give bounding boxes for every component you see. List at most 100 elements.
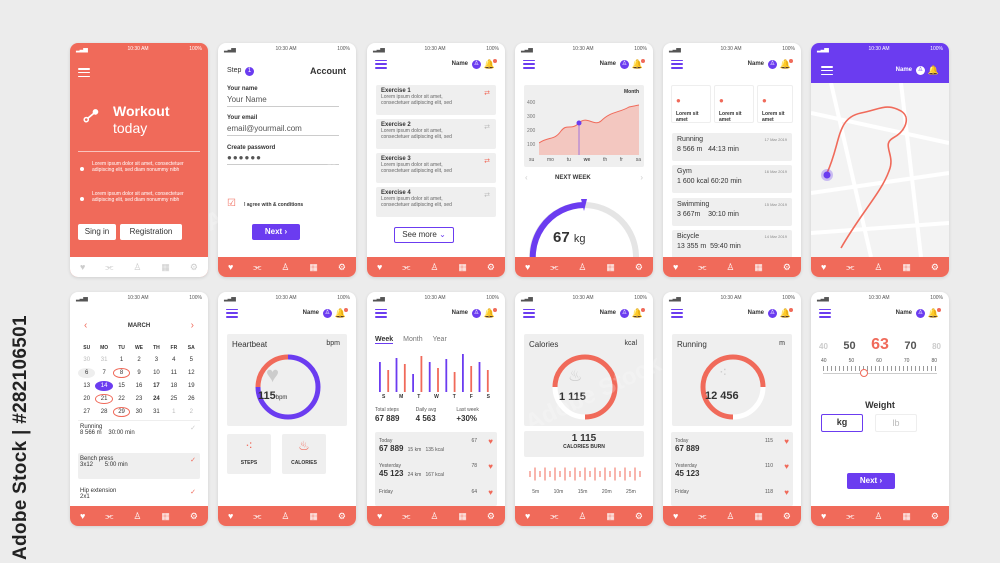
heart-icon[interactable]: ♥ <box>524 261 531 272</box>
gear-icon[interactable]: ⚙ <box>782 261 791 272</box>
tab-week[interactable]: Week <box>375 336 394 344</box>
calendar-day[interactable]: 6 <box>78 368 96 378</box>
calendar-icon[interactable]: ▦ <box>309 261 318 272</box>
tab-month[interactable]: Month <box>403 336 423 343</box>
heart-icon[interactable]: ♥ <box>820 510 827 521</box>
calendar-day[interactable]: 15 <box>118 383 125 389</box>
heart-icon[interactable]: ♥ <box>79 261 86 272</box>
entry-today[interactable]: Today 67 ♥ 67 889 15 km 135 kcal <box>379 437 493 453</box>
user-icon[interactable]: ♙ <box>916 66 925 75</box>
calendar-day[interactable]: 7 <box>102 370 106 376</box>
person-icon[interactable]: ♙ <box>874 510 883 521</box>
heart-icon[interactable]: ♥ <box>79 510 86 521</box>
bell-icon[interactable]: 🔔 <box>483 58 498 69</box>
user-icon[interactable]: ♙ <box>472 59 481 69</box>
menu-icon[interactable] <box>375 59 387 69</box>
gear-icon[interactable]: ⚙ <box>189 261 198 272</box>
calendar-icon[interactable]: ▦ <box>309 510 318 521</box>
menu-icon[interactable] <box>671 59 683 69</box>
calendar-day[interactable]: 30 <box>83 357 91 363</box>
calendar-icon[interactable]: ▦ <box>606 510 615 521</box>
calendar-day[interactable]: 21 <box>95 394 113 404</box>
calendar-day[interactable]: 24 <box>153 396 160 402</box>
calendar-day[interactable]: 20 <box>83 396 91 402</box>
menu-icon[interactable] <box>78 68 90 77</box>
user-icon[interactable]: ♙ <box>768 59 777 69</box>
dumbbell-icon[interactable]: ⫘ <box>402 510 411 521</box>
tab-year[interactable]: Year <box>432 336 447 343</box>
calendar-day[interactable]: 31 <box>100 357 108 363</box>
password-field[interactable]: ●●●●●● <box>227 151 339 165</box>
calendar-icon[interactable]: ▦ <box>458 510 467 521</box>
dumbbell-icon[interactable]: ⫘ <box>698 510 707 521</box>
calendar-day[interactable]: 2 <box>137 357 141 363</box>
calendar-day[interactable]: 2 <box>189 409 193 415</box>
menu-icon[interactable] <box>375 308 387 318</box>
calendar-day[interactable]: 5 <box>189 357 193 363</box>
menu-icon[interactable] <box>523 59 535 69</box>
entry-yesterday[interactable]: Yesterday 110 ♥ 45 123 <box>675 462 789 478</box>
calendar-day[interactable]: 12 <box>187 370 195 376</box>
exercise-card[interactable]: Exercise 4 Lorem ipsum dolor sit amet, co… <box>376 187 496 217</box>
calendar-day[interactable]: 17 <box>153 383 160 389</box>
calendar-day[interactable]: 8 <box>112 368 131 378</box>
dumbbell-icon[interactable]: ⫘ <box>550 510 559 521</box>
bell-icon[interactable]: 🔔 <box>334 307 349 318</box>
dumbbell-icon[interactable]: ⫘ <box>846 261 855 272</box>
calendar-day[interactable]: 28 <box>100 409 108 415</box>
bell-icon[interactable]: 🔔 <box>631 307 646 318</box>
calendar-icon[interactable]: ▦ <box>902 261 911 272</box>
gear-icon[interactable]: ⚙ <box>486 510 495 521</box>
calendar-day[interactable]: 22 <box>118 396 125 402</box>
calendar-day[interactable]: 3 <box>154 357 159 363</box>
calendar-icon[interactable]: ▦ <box>161 510 170 521</box>
person-icon[interactable]: ♙ <box>726 510 735 521</box>
sign-in-button[interactable]: Sing in <box>78 224 116 240</box>
calendar-list-item[interactable]: Hip extension 2x1 ✓ <box>80 488 196 500</box>
calendar-list-item[interactable]: Bench press 3x12 5:00 min ✓ <box>78 453 200 479</box>
person-icon[interactable]: ♙ <box>281 261 290 272</box>
bell-icon[interactable]: 🔔 <box>927 307 942 318</box>
person-icon[interactable]: ♙ <box>430 261 439 272</box>
dumbbell-icon[interactable]: ⫘ <box>550 261 559 272</box>
activity-row[interactable]: Swimming 15 Mar 2019 3 667m 30:10 min <box>672 198 792 226</box>
bell-icon[interactable]: 🔔 <box>631 58 646 69</box>
activity-row[interactable]: Bicycle 14 Mar 2019 13 355 m 59:40 min <box>672 230 792 258</box>
menu-icon[interactable] <box>819 308 831 318</box>
name-field[interactable]: Your Name <box>227 93 339 107</box>
user-icon[interactable]: ♙ <box>620 59 629 69</box>
kg-toggle[interactable]: kg <box>821 414 863 432</box>
heart-icon[interactable]: ♥ <box>820 261 827 272</box>
person-icon[interactable]: ♙ <box>726 261 735 272</box>
calendar-grid[interactable]: 30 31 1 2 3 4 5 6 7 8 9 10 11 12 13 14 15 16 17 18 19 20 21 22 2… <box>78 355 200 417</box>
person-icon[interactable]: ♙ <box>578 510 587 521</box>
exercise-card[interactable]: Exercise 3 Lorem ipsum dolor sit amet, co… <box>376 153 496 183</box>
entry-today[interactable]: Today 115 ♥ 67 889 <box>675 437 789 453</box>
gear-icon[interactable]: ⚙ <box>486 261 495 272</box>
activity-row[interactable]: Running 17 Mar 2019 8 566 m 44:13 min <box>672 133 792 161</box>
next-button[interactable]: Next › <box>252 224 300 240</box>
email-field[interactable]: email@yourmail.com <box>227 122 339 136</box>
person-icon[interactable]: ♙ <box>133 261 142 272</box>
chevron-right-icon[interactable]: › <box>190 320 194 331</box>
dumbbell-icon[interactable]: ⫘ <box>253 510 262 521</box>
heart-icon[interactable]: ♥ <box>227 261 234 272</box>
chevron-left-icon[interactable]: ‹ <box>84 320 88 331</box>
lb-toggle[interactable]: lb <box>875 414 917 432</box>
user-icon[interactable]: ♙ <box>620 308 629 318</box>
calendar-day[interactable]: 25 <box>170 396 178 402</box>
activity-row[interactable]: Gym 16 Mar 2019 1 600 kcal 60:20 min <box>672 165 792 193</box>
gear-icon[interactable]: ⚙ <box>634 510 643 521</box>
dumbbell-icon[interactable]: ⫘ <box>253 261 262 272</box>
next-button[interactable]: Next › <box>847 473 895 489</box>
person-icon[interactable]: ♙ <box>874 261 883 272</box>
dumbbell-icon[interactable]: ⫘ <box>105 510 114 521</box>
calendar-day[interactable]: 23 <box>135 396 143 402</box>
see-more-button[interactable]: See more ⌄ <box>394 227 454 243</box>
chevron-right-icon[interactable]: › <box>640 173 643 182</box>
calendar-icon[interactable]: ▦ <box>902 510 911 521</box>
heart-icon[interactable]: ♥ <box>524 510 531 521</box>
calendar-day[interactable]: 29 <box>112 407 131 417</box>
scale-handle[interactable] <box>860 369 868 377</box>
calendar-icon[interactable]: ▦ <box>458 261 467 272</box>
